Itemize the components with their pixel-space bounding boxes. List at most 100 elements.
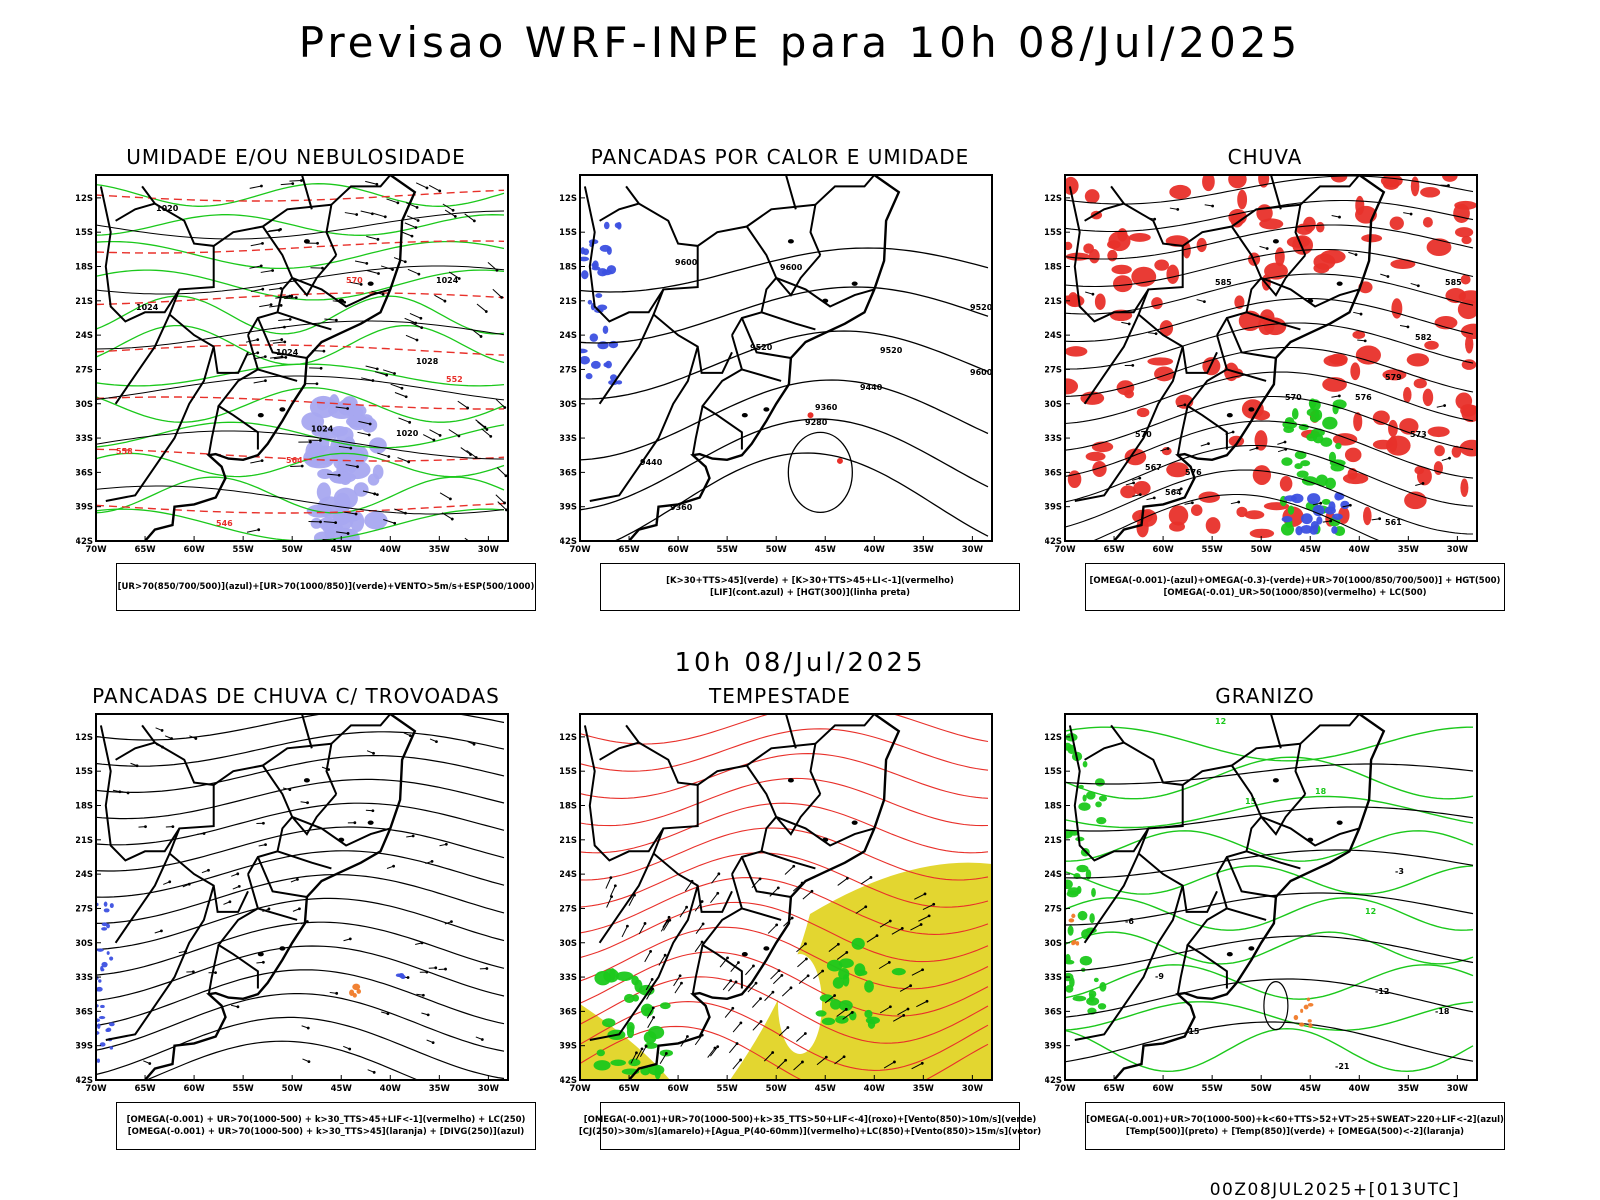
temp850-dense-green bbox=[1065, 733, 1108, 1015]
wind-vector-head bbox=[1231, 430, 1235, 434]
lon-label: 40W bbox=[1349, 1084, 1371, 1094]
shade-cell bbox=[1076, 864, 1089, 873]
wind-vector-head bbox=[375, 367, 379, 371]
wind-vector bbox=[272, 326, 285, 330]
contour-label: 582 bbox=[1415, 333, 1432, 342]
wind-vector bbox=[630, 1052, 637, 1064]
state-border bbox=[1260, 793, 1360, 847]
shade-cell bbox=[367, 473, 380, 486]
temp850-contour bbox=[1065, 897, 1474, 931]
shade-cell bbox=[1065, 378, 1079, 395]
shade-cell bbox=[1296, 470, 1309, 478]
shade-cell bbox=[1332, 513, 1343, 520]
shade-cell bbox=[356, 989, 362, 994]
shade-cell bbox=[1460, 323, 1477, 339]
hgt500-contour bbox=[1065, 444, 1474, 507]
wind-vector-head bbox=[322, 349, 326, 353]
wind-vector-head bbox=[202, 832, 206, 835]
lake-mark bbox=[1307, 837, 1314, 843]
wind-vector bbox=[366, 235, 379, 240]
temp500-contour bbox=[1065, 978, 1474, 1018]
wind-vector-head bbox=[308, 440, 312, 444]
wind-vector bbox=[899, 985, 911, 992]
wind-vector bbox=[694, 1034, 703, 1046]
wind-vector bbox=[259, 304, 272, 308]
shade-cell bbox=[364, 511, 388, 530]
shade-cell bbox=[99, 1042, 106, 1047]
lon-label: 45W bbox=[1300, 545, 1322, 555]
wind-vector-head bbox=[400, 386, 404, 390]
lon-label: 30W bbox=[478, 1084, 500, 1094]
wind-vector-head bbox=[438, 189, 442, 193]
wind-vector bbox=[407, 268, 420, 275]
wind-vector bbox=[344, 212, 357, 216]
state-border bbox=[809, 714, 876, 795]
temp850-contour bbox=[1065, 756, 1474, 800]
shade-cell bbox=[1315, 474, 1328, 487]
shade-cell bbox=[100, 968, 105, 972]
wind-vector-head bbox=[771, 1051, 775, 1054]
panel-title: TEMPESTADE bbox=[709, 684, 851, 708]
wind-vector-head bbox=[284, 356, 288, 359]
wind-vector-head bbox=[1183, 403, 1187, 407]
wind-vector-head bbox=[431, 1041, 435, 1044]
wind-vector bbox=[639, 1046, 647, 1058]
lat-label: 21S bbox=[560, 297, 577, 307]
wind-vector-head bbox=[160, 729, 164, 732]
shade-cell bbox=[1112, 275, 1133, 293]
shade-cell bbox=[1315, 221, 1325, 233]
lat-label: 27S bbox=[560, 365, 577, 375]
contour-label: 546 bbox=[216, 519, 233, 528]
wind-vector bbox=[745, 965, 754, 976]
shade-cell bbox=[96, 948, 104, 952]
thickness-contour bbox=[96, 292, 505, 306]
lat-label: 15S bbox=[1045, 767, 1062, 777]
wind-vector-head bbox=[411, 834, 415, 838]
lake-mark bbox=[257, 412, 264, 418]
wind-vector bbox=[365, 180, 377, 185]
wind-vector bbox=[269, 339, 282, 342]
state-border bbox=[1176, 405, 1189, 456]
wind-vector bbox=[267, 229, 280, 233]
wind-vector-head bbox=[836, 942, 840, 946]
wind-vector bbox=[249, 265, 262, 269]
shade-cell bbox=[1406, 353, 1430, 367]
shade-cell bbox=[108, 1022, 115, 1027]
wind-vector-head bbox=[420, 941, 424, 945]
contour-label: -6 bbox=[1125, 917, 1134, 926]
lat-label: 39S bbox=[1045, 503, 1062, 513]
shade-cell bbox=[1083, 243, 1094, 254]
state-border bbox=[105, 885, 215, 1041]
wind-vector bbox=[284, 297, 297, 299]
state-border bbox=[1074, 885, 1184, 1041]
state-border bbox=[599, 202, 640, 222]
map-pancadas: 9600 9600 9520 9520 9520 9440 9440 9360 9360 9280… bbox=[560, 174, 993, 555]
wind-vector-head bbox=[448, 497, 452, 501]
wind-vector bbox=[280, 183, 293, 186]
shade-cell bbox=[101, 922, 108, 927]
state-border bbox=[701, 907, 743, 989]
wind-vector bbox=[406, 215, 419, 222]
wind-vector-head bbox=[416, 219, 420, 222]
wind-vector-head bbox=[391, 268, 394, 271]
lc850-contour bbox=[580, 1025, 989, 1080]
wind-vector-head bbox=[393, 372, 396, 375]
wind-vector bbox=[728, 1043, 738, 1054]
shade-cell bbox=[609, 968, 616, 981]
wind-vector bbox=[373, 213, 386, 218]
thickness-contour bbox=[96, 396, 504, 410]
wind-vector bbox=[335, 406, 348, 410]
map-content: 1020 1024 1024 1024 1028 570 564 558 552 546 1020 1… bbox=[96, 175, 508, 541]
state-border bbox=[301, 175, 313, 210]
lon-label: 50W bbox=[282, 545, 304, 555]
wind-vector-head bbox=[256, 351, 260, 355]
shade-cell bbox=[1460, 404, 1477, 417]
wind-vector bbox=[360, 210, 373, 215]
state-border bbox=[115, 741, 156, 761]
shade-cell bbox=[1301, 476, 1318, 486]
state-border bbox=[1068, 725, 1150, 862]
contour-label: 561 bbox=[1385, 518, 1402, 527]
legend-box: [K>30+TTS>45](verde) + [K>30+TTS>45+LI<-… bbox=[600, 563, 1020, 611]
wind-vector-head bbox=[356, 465, 359, 469]
shade-cell bbox=[1280, 522, 1295, 536]
